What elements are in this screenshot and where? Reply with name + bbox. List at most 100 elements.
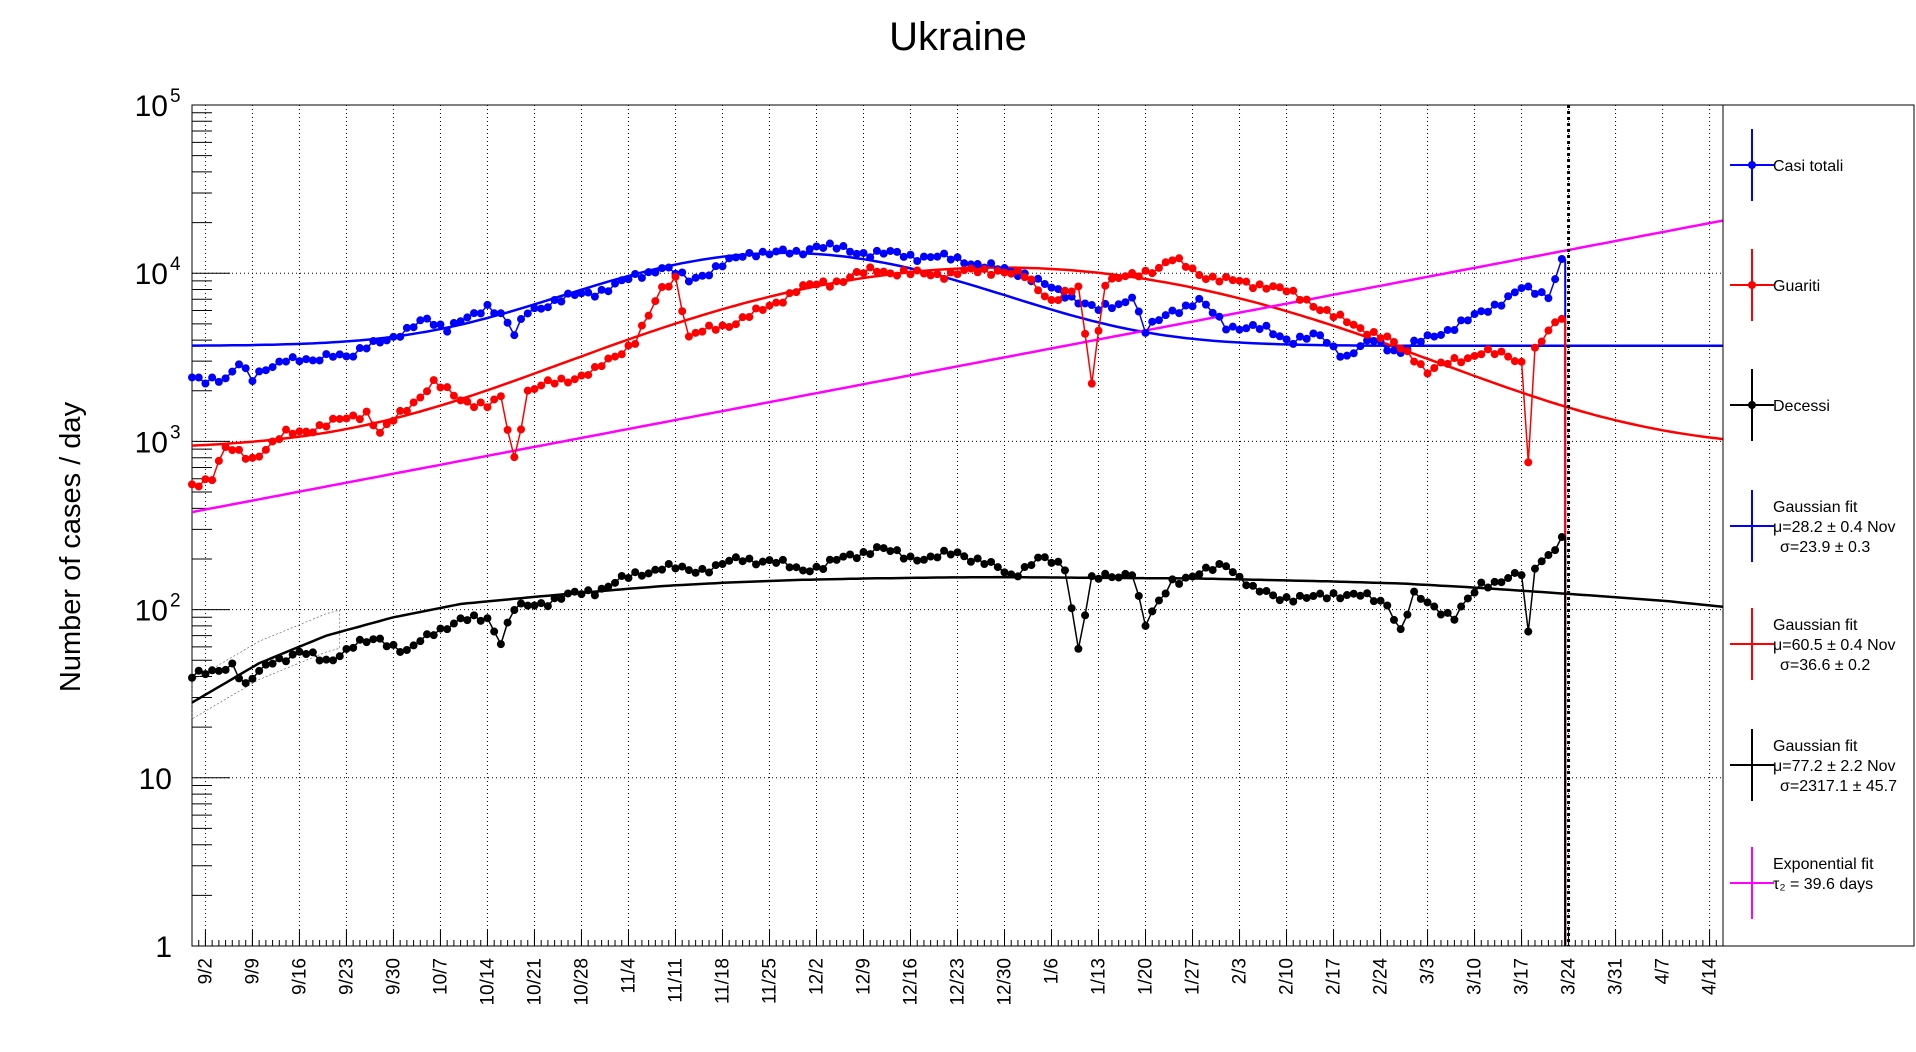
data-point	[987, 557, 996, 566]
data-point	[1490, 300, 1499, 309]
data-point	[490, 395, 499, 404]
data-point	[772, 558, 781, 567]
data-point	[315, 421, 324, 430]
data-point	[1376, 334, 1385, 343]
data-point	[637, 273, 646, 282]
data-point	[785, 563, 794, 572]
data-point	[859, 269, 868, 278]
data-point	[389, 640, 398, 649]
data-point	[664, 559, 673, 568]
data-point	[402, 323, 411, 332]
data-point	[476, 309, 485, 318]
data-point	[241, 679, 250, 688]
y-tick-label: 10	[135, 426, 168, 459]
data-point	[1530, 343, 1539, 352]
data-point	[637, 321, 646, 330]
data-point	[302, 355, 311, 364]
data-point	[1027, 561, 1036, 570]
data-point	[1034, 274, 1043, 283]
data-point	[1470, 310, 1479, 319]
data-point	[1107, 573, 1116, 582]
data-point	[1188, 264, 1197, 273]
data-point	[1383, 601, 1392, 610]
data-point	[886, 246, 895, 255]
data-point	[228, 659, 237, 668]
data-point	[423, 630, 432, 639]
data-point	[282, 425, 291, 434]
data-point	[1154, 596, 1163, 605]
data-point	[1067, 287, 1076, 296]
data-point	[745, 248, 754, 257]
data-point	[819, 565, 828, 574]
data-point	[389, 416, 398, 425]
data-point	[879, 249, 888, 258]
data-point	[825, 239, 834, 248]
data-point	[322, 655, 331, 664]
data-point	[329, 352, 338, 361]
data-point	[1215, 559, 1224, 568]
data-point	[1215, 277, 1224, 286]
data-point	[1416, 360, 1425, 369]
data-point	[282, 357, 291, 366]
data-point	[1128, 293, 1137, 302]
data-point	[980, 265, 989, 274]
data-point	[396, 406, 405, 415]
legend-marker-dot	[1748, 161, 1756, 169]
data-point	[1242, 324, 1251, 333]
fit-line-3	[191, 219, 1724, 514]
data-point	[1477, 350, 1486, 359]
data-point	[1175, 309, 1184, 318]
data-point	[1141, 328, 1150, 337]
data-point	[1148, 317, 1157, 326]
data-point	[1363, 330, 1372, 339]
data-point	[604, 287, 613, 296]
data-point	[1524, 458, 1533, 467]
data-point	[758, 305, 767, 314]
data-point	[1483, 345, 1492, 354]
data-point	[698, 327, 707, 336]
data-point	[537, 599, 546, 608]
data-point	[1020, 273, 1029, 282]
data-point	[1222, 325, 1231, 334]
data-point	[382, 420, 391, 429]
y-tick-exponent: 4	[170, 254, 181, 275]
data-point	[1060, 566, 1069, 575]
x-tick-label: 10/14	[477, 958, 498, 1006]
data-point	[711, 325, 720, 334]
data-point	[1128, 269, 1137, 278]
legend-frame	[1722, 104, 1915, 947]
data-point	[792, 563, 801, 572]
data-point	[879, 267, 888, 276]
data-point	[1134, 591, 1143, 600]
fit-line-2	[191, 575, 1724, 704]
data-point	[926, 253, 935, 262]
data-point	[1356, 342, 1365, 351]
data-point	[483, 614, 492, 623]
data-point	[604, 582, 613, 591]
data-point	[1383, 346, 1392, 355]
data-point	[208, 373, 217, 382]
data-point	[966, 557, 975, 566]
data-point	[1342, 318, 1351, 327]
data-point	[1396, 625, 1405, 634]
data-point	[1369, 328, 1378, 337]
data-point	[194, 666, 203, 675]
data-point	[221, 442, 230, 451]
data-point	[416, 316, 425, 325]
data-point	[1524, 627, 1533, 636]
data-point	[1114, 300, 1123, 309]
data-point	[1316, 331, 1325, 340]
data-point	[194, 482, 203, 491]
data-point	[402, 646, 411, 655]
data-point	[268, 363, 277, 372]
data-point	[295, 427, 304, 436]
data-point	[241, 364, 250, 373]
data-point	[1154, 263, 1163, 272]
data-point	[376, 634, 385, 643]
data-point	[423, 314, 432, 323]
data-point	[282, 657, 291, 666]
data-point	[1161, 311, 1170, 320]
data-point	[355, 344, 364, 353]
data-point	[1175, 254, 1184, 263]
data-point	[396, 647, 405, 656]
